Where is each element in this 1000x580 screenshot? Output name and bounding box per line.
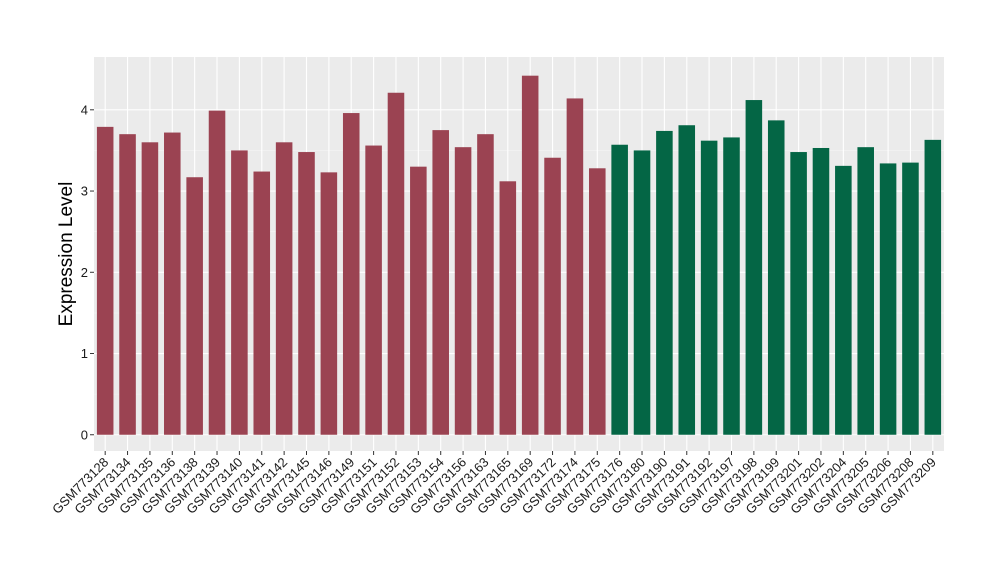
- y-axis: 0 1 2 3 4: [81, 102, 94, 442]
- bar-GSM773198: [745, 100, 763, 435]
- bar-GSM773138: [186, 177, 203, 435]
- bar-GSM773192: [700, 140, 718, 435]
- bar-GSM773206: [879, 163, 897, 435]
- bar-GSM773180: [633, 150, 651, 435]
- y-tick-label: 0: [81, 427, 88, 442]
- y-tick-label: 3: [81, 184, 88, 199]
- bar-GSM773141: [253, 171, 271, 435]
- y-axis-title: Expression Level: [56, 182, 77, 327]
- bars-group: [96, 75, 942, 435]
- bar-GSM773169: [521, 75, 539, 435]
- bar-GSM773208: [902, 162, 919, 435]
- bar-GSM773175: [589, 168, 606, 435]
- bar-GSM773165: [499, 181, 517, 435]
- bar-GSM773190: [656, 130, 673, 435]
- bar-GSM773174: [566, 98, 584, 435]
- bar-GSM773139: [208, 110, 226, 435]
- bar-GSM773136: [164, 132, 181, 435]
- bar-GSM773151: [365, 145, 382, 435]
- bar-GSM773140: [231, 150, 248, 435]
- bar-GSM773191: [678, 125, 696, 435]
- bar-GSM773172: [544, 157, 561, 435]
- bar-GSM773142: [275, 142, 293, 435]
- bar-GSM773163: [477, 134, 494, 435]
- bar-GSM773205: [857, 147, 874, 435]
- bar-GSM773135: [141, 142, 159, 435]
- bar-GSM773199: [767, 120, 785, 435]
- bar-GSM773176: [611, 144, 628, 435]
- bar-GSM773197: [723, 137, 740, 435]
- x-axis: GSM773128GSM773134GSM773135GSM773136GSM7…: [49, 451, 939, 517]
- bar-GSM773149: [342, 113, 360, 435]
- bar-GSM773128: [96, 126, 114, 435]
- bar-GSM773146: [320, 172, 338, 435]
- y-tick-label: 4: [81, 102, 88, 117]
- bar-GSM773202: [812, 147, 830, 435]
- bar-GSM773201: [790, 152, 807, 435]
- bar-GSM773145: [298, 152, 315, 435]
- bar-GSM773154: [432, 130, 449, 435]
- bar-GSM773209: [924, 139, 942, 435]
- bar-GSM773152: [387, 92, 405, 435]
- bar-GSM773153: [410, 166, 427, 435]
- bar-GSM773134: [119, 134, 136, 435]
- y-tick-label: 2: [81, 265, 88, 280]
- y-tick-label: 1: [81, 346, 88, 361]
- bar-GSM773156: [454, 147, 472, 435]
- bar-GSM773204: [835, 165, 852, 435]
